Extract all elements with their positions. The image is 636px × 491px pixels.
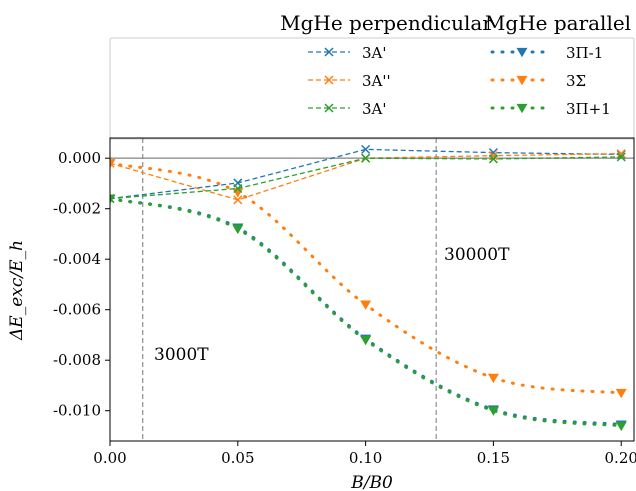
- point-0-2: [361, 144, 371, 154]
- plot-area: [110, 138, 634, 441]
- legend-label: 3A': [362, 100, 387, 118]
- y-axis-label: ΔE_exc/E_h: [7, 240, 27, 341]
- point-1-4: [616, 149, 626, 159]
- legend-label: 3A': [362, 44, 387, 62]
- legend-label: 3Σ: [566, 72, 586, 90]
- legend-marker: [324, 103, 334, 113]
- series-parallel-5: [110, 194, 627, 432]
- x-tick-label-1: 0.05: [221, 449, 254, 467]
- legend-box: [109, 37, 635, 140]
- point-2-2: [361, 153, 371, 163]
- series-line-3: [110, 197, 623, 427]
- annotation-3000t: 3000T: [154, 345, 209, 365]
- legend-marker: [324, 47, 334, 57]
- y-tick-label-1: -0.002: [53, 200, 101, 218]
- legend-entry-perpendicular-2: 3A': [308, 100, 387, 118]
- point-5-2: [360, 335, 372, 346]
- legend-label: 3Π+1: [566, 100, 611, 118]
- annotation-30000t: 30000T: [444, 245, 510, 265]
- point-1-1: [233, 195, 243, 205]
- point-5-1: [232, 224, 244, 235]
- point-1-0: [110, 158, 115, 168]
- x-tick-label-4: 0.20: [605, 449, 636, 467]
- series-perpendicular-0: [110, 144, 626, 204]
- point-4-4: [615, 388, 627, 399]
- legend-entry-parallel-1: 3Σ: [490, 72, 586, 90]
- legend-marker: [516, 47, 528, 58]
- y-axis: 0.000 -0.002 -0.004 -0.006 -0.008 -0.010: [53, 149, 110, 420]
- point-2-3: [488, 154, 498, 164]
- legend-label: 3Π-1: [566, 44, 603, 62]
- point-2-4: [616, 152, 626, 162]
- legend-entry-parallel-0: 3Π-1: [490, 44, 603, 62]
- legend-label: 3A'': [362, 72, 391, 90]
- series-parallel-3: [110, 194, 627, 430]
- series-line-2: [110, 156, 622, 200]
- legend-entry-perpendicular-0: 3A': [308, 44, 387, 62]
- y-tick-label-2: -0.004: [53, 250, 101, 268]
- x-tick-label-3: 0.15: [477, 449, 510, 467]
- point-2-0: [110, 194, 115, 204]
- series-line-0: [110, 148, 622, 200]
- point-4-3: [487, 373, 499, 384]
- plot-frame: [109, 137, 635, 442]
- legend-entry-parallel-2: 3Π+1: [490, 100, 611, 118]
- point-4-2: [360, 300, 372, 310]
- legend-title-parallel: MgHe parallel: [485, 11, 631, 35]
- x-axis-label: B/B0: [350, 473, 393, 491]
- y-tick-label-5: -0.010: [53, 402, 101, 420]
- series-line-5: [110, 197, 623, 428]
- legend-entry-perpendicular-1: 3A'': [308, 72, 391, 90]
- legend-title-perpendicular: MgHe perpendicular: [280, 11, 492, 35]
- y-tick-label-4: -0.008: [53, 351, 101, 369]
- legend-marker: [516, 75, 528, 86]
- legend-marker: [324, 75, 334, 85]
- series-perpendicular-2: [110, 152, 626, 204]
- x-tick-label-0: 0.00: [93, 449, 126, 467]
- y-tick-label-0: 0.000: [58, 149, 101, 167]
- x-tick-label-2: 0.10: [349, 449, 382, 467]
- y-tick-label-3: -0.006: [53, 301, 101, 319]
- point-2-1: [233, 183, 243, 194]
- point-5-3: [487, 406, 499, 416]
- legend-entries: 3A' 3A'' 3A' 3Π-1 3Σ 3Π+1: [308, 44, 611, 118]
- point-5-4: [615, 421, 627, 432]
- legend-marker: [516, 103, 528, 114]
- x-axis: 0.00 0.05 0.10 0.15 0.20: [93, 441, 636, 467]
